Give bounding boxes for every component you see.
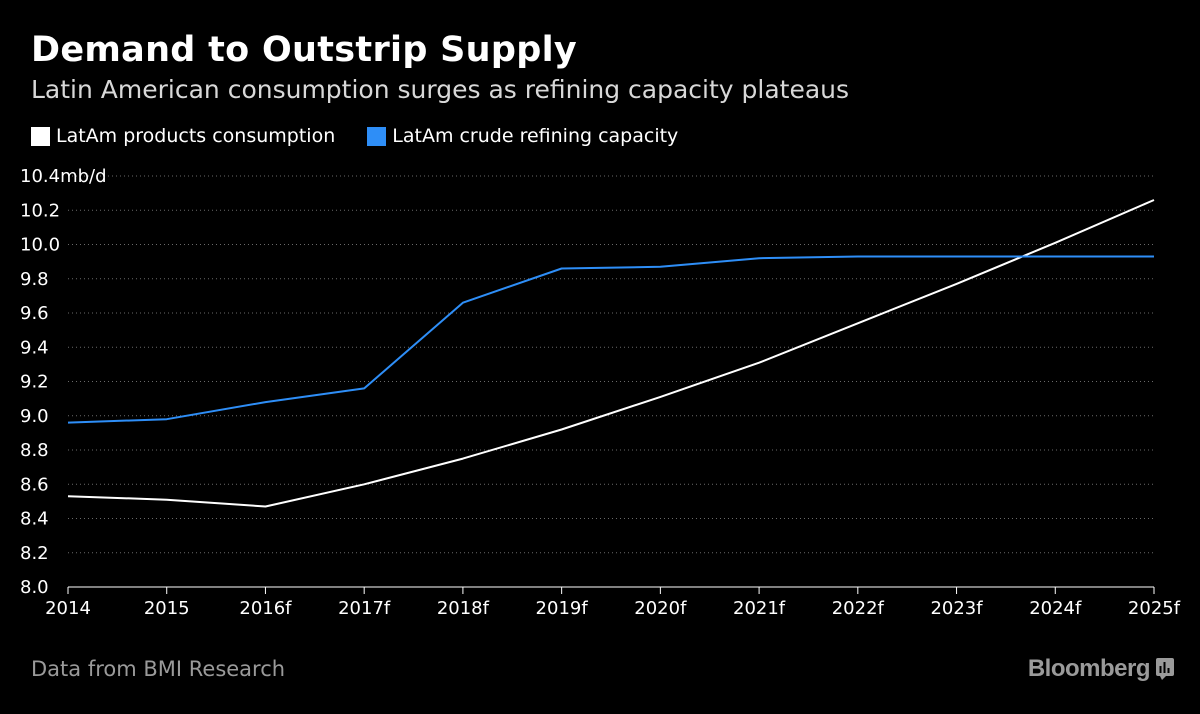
- bar-chart-icon: [1156, 658, 1174, 680]
- legend-item-capacity: LatAm crude refining capacity: [367, 125, 678, 147]
- y-tick-label: 9.0: [20, 406, 49, 427]
- y-tick-label: 10.4mb/d: [20, 166, 107, 187]
- x-tick-label: 2017f: [338, 598, 391, 619]
- y-tick-label: 10.2: [20, 200, 60, 221]
- y-tick-label: 8.0: [20, 577, 49, 598]
- legend-label-consumption: LatAm products consumption: [56, 125, 336, 147]
- x-tick-label: 2015: [144, 598, 190, 619]
- legend: LatAm products consumption LatAm crude r…: [31, 124, 710, 148]
- series-lines: [67, 199, 1155, 508]
- series-line-consumption: [67, 199, 1155, 508]
- legend-swatch-capacity: [367, 126, 387, 146]
- x-tick-label: 2020f: [634, 598, 687, 619]
- y-tick-label: 8.8: [20, 440, 49, 461]
- x-tick-label: 2024f: [1029, 598, 1082, 619]
- source-note: Data from BMI Research: [31, 657, 286, 681]
- y-tick-label: 9.8: [20, 269, 49, 290]
- y-tick-label: 9.2: [20, 372, 49, 393]
- x-tick-label: 2019f: [536, 598, 589, 619]
- series-line-capacity: [67, 255, 1154, 424]
- x-tick-label: 2022f: [832, 598, 885, 619]
- legend-item-consumption: LatAm products consumption: [31, 125, 335, 147]
- y-tick-label: 9.6: [20, 303, 49, 324]
- x-tick-label: 2018f: [437, 598, 490, 619]
- chart-title: Demand to Outstrip Supply: [31, 30, 578, 70]
- y-tick-label: 10.0: [20, 235, 60, 256]
- gridlines: [68, 175, 1154, 554]
- brand-logo: Bloomberg: [1028, 655, 1174, 683]
- x-tick-label: 2021f: [733, 598, 786, 619]
- y-tick-label: 8.6: [20, 474, 49, 495]
- x-tick-label: 2016f: [239, 598, 292, 619]
- legend-swatch-consumption: [31, 126, 50, 146]
- x-tick-label: 2025f: [1128, 598, 1181, 619]
- x-tick-label: 2023f: [930, 598, 983, 619]
- axes: 8.0 8.2 8.4 8.6 8.8 9.0 9.2 9.4 9.6 9.8 10.0 10.2 10…: [20, 166, 1181, 619]
- y-tick-label: 8.4: [20, 509, 49, 530]
- x-tick-label: 2014: [45, 598, 91, 619]
- legend-label-capacity: LatAm crude refining capacity: [392, 125, 679, 147]
- brand-name: Bloomberg: [1027, 655, 1151, 682]
- chart-subtitle: Latin American consumption surges as ref…: [31, 75, 850, 104]
- y-tick-label: 9.4: [20, 337, 49, 358]
- y-tick-label: 8.2: [20, 543, 49, 564]
